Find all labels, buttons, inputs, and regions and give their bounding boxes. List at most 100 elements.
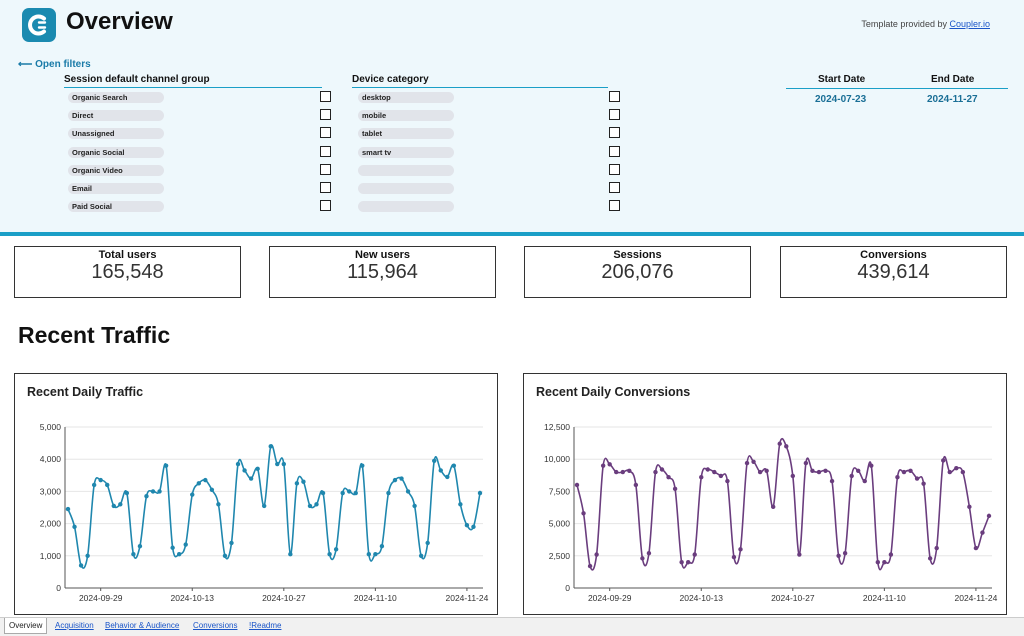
- channel-option[interactable]: Paid Social: [68, 201, 164, 213]
- data-point: [216, 502, 221, 507]
- channel-option[interactable]: Organic Search: [68, 92, 164, 103]
- data-point: [757, 469, 763, 475]
- data-point: [823, 468, 828, 473]
- end-date-input[interactable]: 2024-11-27: [927, 94, 978, 105]
- device-option[interactable]: tablet: [358, 128, 454, 140]
- data-point: [445, 474, 450, 480]
- kpi-value: 439,614: [857, 261, 930, 283]
- channel-option[interactable]: Organic Social: [68, 146, 164, 158]
- device-option-checkbox[interactable]: [609, 145, 620, 157]
- device-option-checkbox[interactable]: [609, 200, 620, 212]
- data-point: [163, 463, 169, 468]
- data-point: [91, 482, 97, 488]
- y-tick-label: 3,000: [40, 486, 62, 496]
- tab-readme[interactable]: !Readme: [249, 621, 282, 630]
- coupler-logo-icon: [22, 8, 56, 42]
- device-option[interactable]: [358, 201, 454, 213]
- data-point: [973, 545, 979, 551]
- y-tick-label: 1,000: [40, 551, 62, 561]
- channel-option-checkbox[interactable]: [320, 182, 331, 193]
- start-date-input[interactable]: 2024-07-23: [815, 94, 867, 105]
- data-point: [392, 477, 398, 483]
- start-date-label: Start Date: [818, 74, 866, 85]
- device-option[interactable]: desktop: [358, 92, 454, 103]
- tab-overview[interactable]: Overview: [4, 618, 48, 634]
- data-point: [294, 481, 300, 486]
- channel-option[interactable]: Email: [68, 183, 164, 194]
- channel-option[interactable]: Direct: [68, 110, 164, 122]
- data-point: [229, 540, 234, 546]
- kpi-value: 206,076: [601, 261, 674, 283]
- device-option-checkbox[interactable]: [609, 109, 620, 121]
- series-line: [576, 437, 990, 571]
- data-point: [986, 513, 992, 519]
- data-point: [85, 553, 90, 558]
- data-point: [451, 463, 457, 468]
- data-point: [980, 530, 985, 535]
- device-option[interactable]: mobile: [358, 110, 454, 122]
- date-divider: [786, 88, 1008, 89]
- x-tick-label: 2024-11-24: [954, 593, 997, 603]
- data-point: [927, 556, 933, 561]
- device-option[interactable]: [358, 164, 454, 176]
- device-option-checkbox[interactable]: [609, 127, 620, 139]
- y-tick-label: 0: [56, 583, 61, 593]
- data-point: [347, 489, 352, 494]
- data-point: [144, 494, 149, 499]
- data-point: [373, 551, 378, 557]
- data-point: [412, 503, 417, 509]
- traffic-chart: 0 1,000 2,000 3,000 4,000 5,000 2024-09-29 2024…: [40, 422, 489, 603]
- data-point: [718, 473, 724, 479]
- end-date-label: End Date: [931, 74, 975, 85]
- channel-option-checkbox[interactable]: [320, 163, 331, 175]
- x-tick-label: 2024-09-29: [588, 593, 632, 603]
- data-point: [405, 489, 411, 494]
- data-point: [307, 503, 313, 509]
- device-option-checkbox[interactable]: [609, 91, 620, 102]
- data-point: [196, 481, 201, 486]
- section-divider: [0, 232, 1024, 236]
- data-point: [432, 458, 437, 464]
- data-point: [105, 482, 110, 488]
- data-point: [98, 477, 103, 483]
- device-option[interactable]: [358, 183, 454, 194]
- channel-option-checkbox[interactable]: [320, 109, 331, 121]
- kpi-label: New users: [354, 249, 411, 261]
- data-point: [869, 463, 874, 468]
- data-point: [65, 506, 71, 512]
- channel-option-checkbox[interactable]: [320, 200, 331, 212]
- data-point: [360, 463, 365, 468]
- channel-option-checkbox[interactable]: [320, 91, 331, 102]
- device-option-checkbox[interactable]: [609, 182, 620, 193]
- y-tick-label: 5,000: [40, 422, 62, 432]
- device-option-checkbox[interactable]: [609, 163, 620, 175]
- data-point: [666, 475, 671, 480]
- x-tick-label: 2024-10-13: [680, 593, 724, 603]
- data-point: [242, 468, 247, 473]
- device-option[interactable]: smart tv: [358, 146, 454, 158]
- data-point: [934, 545, 939, 551]
- page-title: Overview: [66, 8, 173, 35]
- channel-option-checkbox[interactable]: [320, 145, 331, 157]
- kpi-label: Conversions: [860, 249, 927, 261]
- channel-option[interactable]: Organic Video: [68, 164, 164, 176]
- coupler-link[interactable]: Coupler.io: [949, 19, 990, 29]
- data-point: [947, 469, 952, 475]
- channel-option-checkbox[interactable]: [320, 127, 331, 139]
- data-point: [248, 476, 254, 481]
- chart-title: Recent Daily Traffic: [27, 385, 144, 399]
- tab-conversions[interactable]: Conversions: [193, 621, 238, 630]
- data-point: [288, 551, 293, 557]
- channel-option[interactable]: Unassigned: [68, 128, 164, 140]
- tab-acquisition[interactable]: Acquisition: [55, 621, 94, 630]
- tab-behavior-audience[interactable]: Behavior & Audience: [105, 621, 180, 630]
- y-tick-label: 5,000: [549, 519, 571, 529]
- data-point: [458, 502, 463, 507]
- open-filters-button[interactable]: ⟵ Open filters: [18, 59, 91, 70]
- data-point: [627, 468, 632, 473]
- data-point: [803, 460, 809, 466]
- data-point: [261, 503, 267, 509]
- data-point: [862, 478, 867, 484]
- kpi-label: Total users: [98, 249, 157, 261]
- data-point: [600, 463, 606, 468]
